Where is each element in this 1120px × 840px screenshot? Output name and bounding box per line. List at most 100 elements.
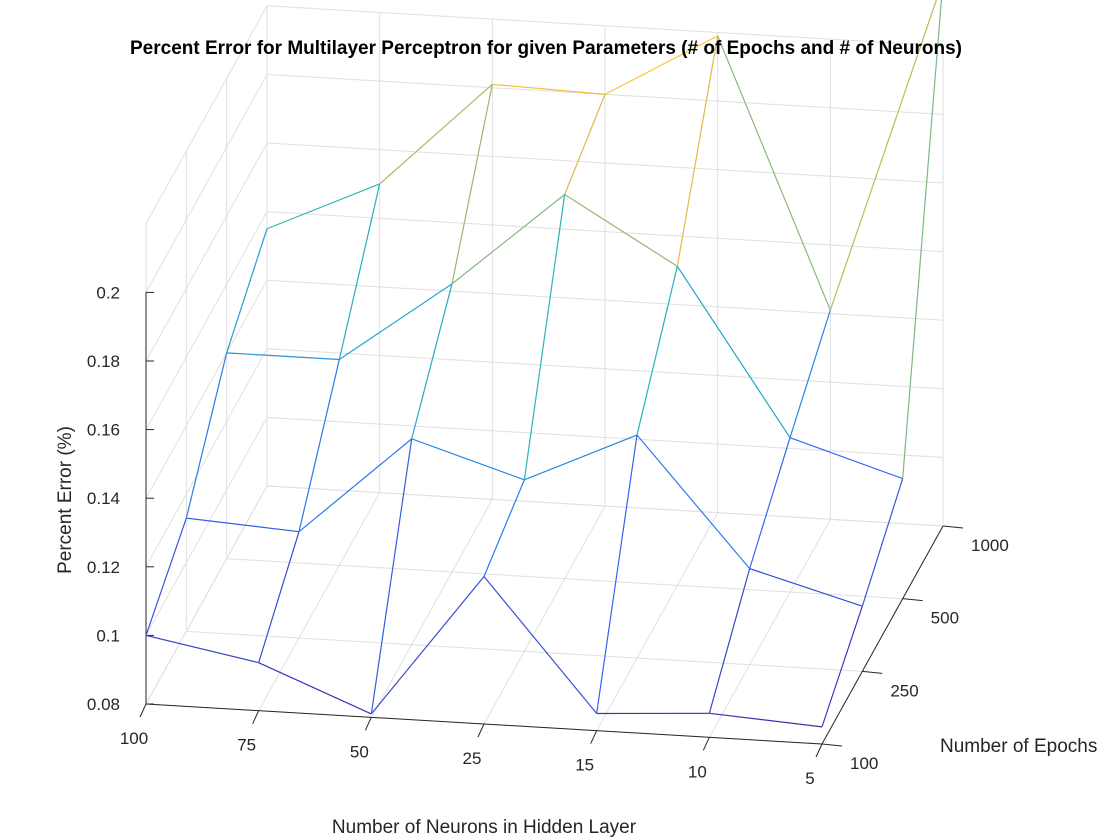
- z-tick-label: 0.14: [87, 489, 120, 508]
- mesh-edge: [523, 194, 566, 480]
- mesh-edge: [258, 662, 372, 715]
- mesh-edge: [636, 434, 751, 570]
- side-wall-grid-line: [145, 348, 268, 568]
- y-tick-label: 1000: [971, 536, 1009, 555]
- mesh-edge: [451, 194, 566, 285]
- side-wall-grid-line: [145, 211, 268, 430]
- mesh-edge: [564, 194, 678, 267]
- x-tick-label: 10: [688, 762, 707, 781]
- mesh-edge: [258, 531, 300, 663]
- grid-lines: [145, 5, 944, 745]
- x-axis-label: Number of Neurons in Hidden Layer: [332, 817, 637, 838]
- mesh-edge: [266, 183, 380, 230]
- mesh-edge: [483, 576, 598, 714]
- z-tick-label: 0.2: [96, 283, 120, 302]
- back-wall-grid-line: [266, 416, 944, 458]
- mesh-edge: [411, 438, 525, 481]
- back-wall-grid-line: [266, 211, 944, 253]
- mesh-edge: [676, 266, 791, 438]
- x-tick-label: 15: [575, 756, 594, 775]
- axes: [139, 291, 964, 758]
- y-tick-label: 100: [850, 754, 878, 773]
- side-wall-grid-line: [145, 485, 268, 705]
- mesh-edge: [717, 35, 831, 311]
- z-tick-label: 0.16: [87, 421, 120, 440]
- mesh-edge: [861, 478, 904, 607]
- x-tick-mark: [139, 703, 147, 718]
- mesh-edge: [749, 568, 863, 607]
- side-wall-grid-line: [145, 74, 268, 293]
- y-tick-mark: [902, 598, 923, 602]
- x-tick-label: 25: [463, 749, 482, 768]
- mesh-edge: [709, 712, 823, 728]
- chart-title: Percent Error for Multilayer Perceptron …: [130, 38, 962, 59]
- y-tick-label: 250: [890, 681, 918, 700]
- mesh-edge: [483, 479, 525, 577]
- y-tick-mark: [862, 670, 883, 674]
- mesh-edge: [749, 437, 791, 569]
- x-tick-mark: [702, 737, 710, 751]
- mesh-edge: [379, 83, 493, 185]
- tick-labels: 0.08 0.1 0.12 0.14 0.16 0.18 0.2 100 75 50 25 15 10 5…: [87, 283, 1009, 788]
- mesh-edge: [186, 517, 300, 533]
- mesh-edge: [226, 228, 268, 354]
- y-tick-label: 500: [931, 609, 959, 628]
- floor-grid-line: [596, 512, 719, 731]
- mesh-edge: [789, 437, 903, 480]
- x-tick-mark: [364, 717, 372, 731]
- back-wall-grid-line: [266, 279, 944, 321]
- back-wall-grid-line: [266, 142, 944, 184]
- floor-grid-line: [370, 499, 493, 718]
- side-wall-grid-line: [145, 417, 268, 636]
- floor-grid-line: [483, 505, 606, 725]
- floor-grid-line: [226, 558, 903, 600]
- mesh-edge: [636, 266, 678, 436]
- z-tick-label: 0.08: [87, 695, 120, 714]
- mesh-edge: [821, 605, 863, 728]
- z-tick-label: 0.1: [96, 626, 120, 645]
- mesh-edge: [564, 94, 606, 195]
- mesh-edge: [298, 438, 413, 533]
- mesh-edge: [492, 83, 606, 95]
- surface-mesh: [145, 0, 943, 728]
- x-tick-mark: [252, 710, 260, 724]
- back-wall-grid-line: [266, 485, 944, 527]
- z-tick-label: 0.18: [87, 352, 120, 371]
- floor-grid-line: [258, 492, 381, 711]
- back-wall-grid-line: [266, 348, 944, 390]
- mesh-edge: [145, 517, 187, 636]
- mesh-edge: [676, 35, 719, 267]
- mesh-edge: [370, 576, 485, 715]
- floor-grid-line: [708, 519, 831, 738]
- x-tick-mark: [815, 743, 823, 758]
- x-tick-label: 5: [805, 769, 814, 788]
- mesh-edge: [789, 309, 831, 438]
- z-tick-label: 0.12: [87, 558, 120, 577]
- mesh-edge: [596, 434, 638, 714]
- y-tick-mark: [821, 743, 843, 747]
- back-wall-grid-line: [266, 5, 944, 47]
- floor-grid-line: [186, 630, 863, 672]
- side-wall-grid-line: [145, 279, 268, 499]
- x-tick-label: 50: [350, 742, 369, 761]
- mesh-edge: [524, 434, 638, 481]
- mesh-edge: [185, 352, 228, 519]
- y-axis-label: Number of Epochs: [940, 736, 1097, 757]
- mesh-edge: [338, 183, 381, 360]
- x-tick-label: 75: [237, 736, 256, 755]
- side-wall-grid-line: [145, 5, 268, 225]
- mesh-edge: [370, 438, 413, 714]
- x-tick-mark: [477, 723, 485, 738]
- x-tick-label: 100: [120, 729, 148, 748]
- mesh-edge: [604, 35, 718, 95]
- y-tick-mark: [942, 525, 964, 529]
- mesh-edge: [708, 568, 751, 714]
- mesh-edge: [902, 0, 943, 479]
- mesh-edge: [145, 634, 259, 664]
- y-axis-line: [821, 525, 944, 745]
- side-wall-grid-line: [145, 142, 268, 362]
- x-tick-mark: [590, 730, 598, 744]
- mesh-edge: [829, 0, 938, 311]
- mesh-edge: [338, 283, 453, 361]
